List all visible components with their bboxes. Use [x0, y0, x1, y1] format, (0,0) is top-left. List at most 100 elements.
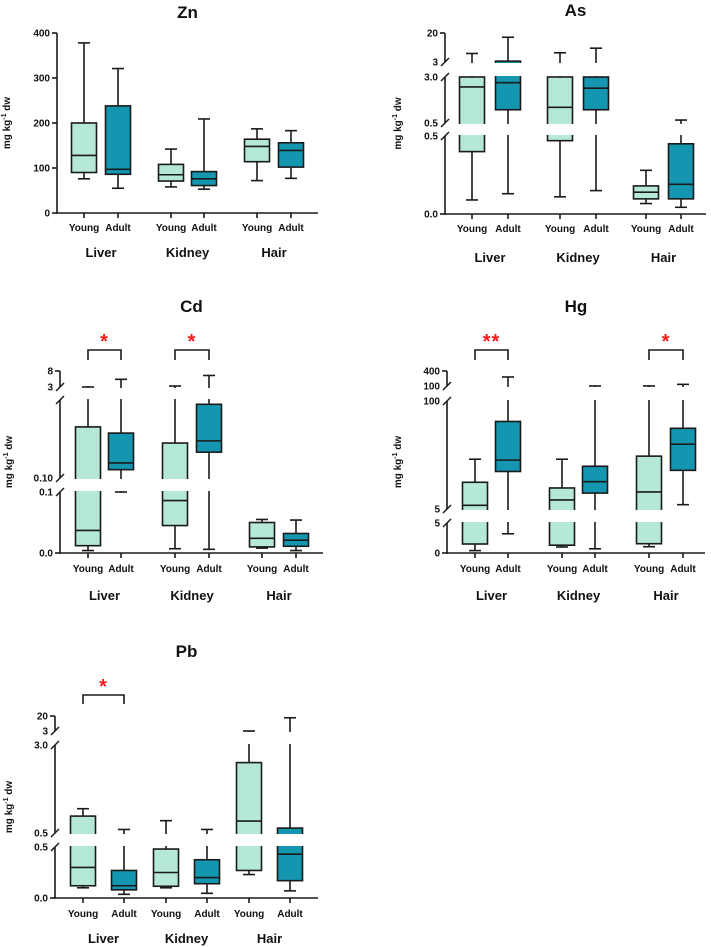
y-tick-label: 3.0	[34, 741, 48, 752]
y-tick-label: 3	[432, 58, 438, 69]
tissue-label-liver: Liver	[88, 931, 119, 946]
y-tick-label: 3.0	[424, 73, 438, 84]
x-tick-label-adult: Adult	[105, 223, 131, 234]
x-tick-label-young: Young	[547, 564, 577, 575]
y-axis-label: mg kg-1 dw	[1, 97, 13, 150]
tissue-label-kidney: Kidney	[170, 588, 214, 603]
box-iqr	[110, 869, 138, 891]
x-tick-label-young: Young	[457, 224, 487, 235]
y-tick-label: 20	[37, 712, 49, 723]
tissue-label-kidney: Kidney	[556, 250, 600, 265]
tissue-label-kidney: Kidney	[166, 245, 210, 260]
tissue-label-liver: Liver	[474, 250, 505, 265]
box-iqr	[104, 105, 132, 176]
x-tick-label-young: Young	[460, 564, 490, 575]
panel-hg: Hg mg kg-1 dw 0 5 5 100 100 400 Young Adult Young A…	[392, 297, 705, 603]
chart-title: Hg	[565, 297, 588, 316]
y-tick-label: 20	[427, 29, 439, 40]
box-iqr	[248, 521, 276, 548]
chart-title: Cd	[180, 297, 203, 316]
tissue-label-liver: Liver	[85, 245, 116, 260]
box-iqr	[582, 76, 610, 111]
x-tick-label-young: Young	[160, 564, 190, 575]
tissue-label-kidney: Kidney	[557, 588, 601, 603]
x-tick-label-young: Young	[156, 223, 186, 234]
box-iqr	[494, 420, 522, 473]
tissue-label-hair: Hair	[261, 245, 286, 260]
axis-break-gap	[49, 834, 318, 846]
y-tick-label: 0	[44, 209, 50, 220]
box-iqr	[157, 163, 185, 182]
y-tick-label: 100	[423, 382, 440, 393]
box-kidney-young	[548, 458, 576, 548]
y-tick-label: 0.1	[39, 488, 53, 499]
y-tick-label: 5	[434, 519, 440, 530]
significance-marker: *	[662, 331, 671, 353]
significance-marker: *	[99, 676, 108, 698]
tissue-label-liver: Liver	[476, 588, 507, 603]
box-iqr	[193, 858, 221, 885]
box-iqr	[152, 848, 180, 888]
box-kidney-young	[152, 819, 180, 889]
box-kidney-adult	[582, 47, 610, 192]
tissue-label-hair: Hair	[653, 588, 678, 603]
tissue-label-hair: Hair	[651, 250, 676, 265]
x-tick-label-adult: Adult	[283, 564, 309, 575]
y-tick-label: 100	[423, 397, 440, 408]
chart-title: Zn	[177, 3, 198, 22]
x-tick-label-adult: Adult	[111, 909, 137, 920]
x-tick-label-young: Young	[631, 224, 661, 235]
axis-break-mark	[442, 518, 452, 528]
y-tick-label: 400	[423, 367, 440, 378]
axis-break-gap	[54, 388, 323, 399]
box-hair-young	[235, 730, 263, 876]
box-liver-adult	[104, 67, 132, 190]
x-tick-label-young: Young	[634, 564, 664, 575]
x-tick-label-young: Young	[242, 223, 272, 234]
panel-pb: Pb mg kg-1 dw 0.0 0.5 0.5 3.0 3 20 Young Adult You…	[3, 642, 318, 946]
axis-break-gap	[54, 479, 323, 491]
box-hair-adult	[667, 119, 695, 209]
axis-break-gap	[441, 387, 705, 400]
box-iqr	[70, 122, 98, 174]
box-liver-young	[70, 42, 98, 180]
x-tick-label-young: Young	[69, 223, 99, 234]
axis-break-gap	[439, 124, 706, 135]
box-hair-young	[243, 128, 271, 182]
box-kidney-adult	[581, 385, 609, 550]
y-tick-label: 0.0	[39, 549, 53, 560]
significance-marker: *	[188, 331, 197, 353]
box-kidney-adult	[195, 374, 223, 551]
box-hair-adult	[669, 383, 697, 506]
y-tick-label: 200	[33, 119, 50, 130]
box-liver-adult	[494, 36, 522, 195]
box-iqr	[277, 142, 305, 168]
y-tick-label: 5	[434, 505, 440, 516]
chart-title: As	[565, 1, 587, 20]
box-iqr	[635, 455, 663, 545]
y-tick-label: 3	[47, 383, 53, 394]
box-liver-young	[74, 386, 102, 552]
axis-break-gap	[49, 732, 318, 744]
x-tick-label-adult: Adult	[583, 224, 609, 235]
box-hair-adult	[277, 129, 305, 180]
box-liver-adult	[494, 376, 522, 535]
axis-break-gap	[439, 63, 706, 76]
x-tick-label-young: Young	[234, 909, 264, 920]
y-axis-label: mg kg-1 dw	[392, 97, 404, 150]
axis-break-gap	[441, 510, 705, 522]
chart-title: Pb	[176, 642, 198, 661]
y-tick-label: 0.5	[34, 843, 48, 854]
box-hair-young	[632, 169, 660, 205]
box-liver-adult	[110, 828, 138, 896]
box-iqr	[669, 427, 697, 472]
y-tick-label: 8	[47, 367, 53, 378]
x-tick-label-young: Young	[73, 564, 103, 575]
y-tick-label: 0.5	[424, 119, 438, 130]
y-tick-label: 3	[42, 727, 48, 738]
y-tick-label: 0	[434, 549, 440, 560]
y-axis-label: mg kg-1 dw	[3, 781, 15, 834]
significance-bracket	[82, 694, 125, 704]
axis-break-mark	[50, 842, 60, 852]
box-hair-young	[635, 385, 663, 548]
